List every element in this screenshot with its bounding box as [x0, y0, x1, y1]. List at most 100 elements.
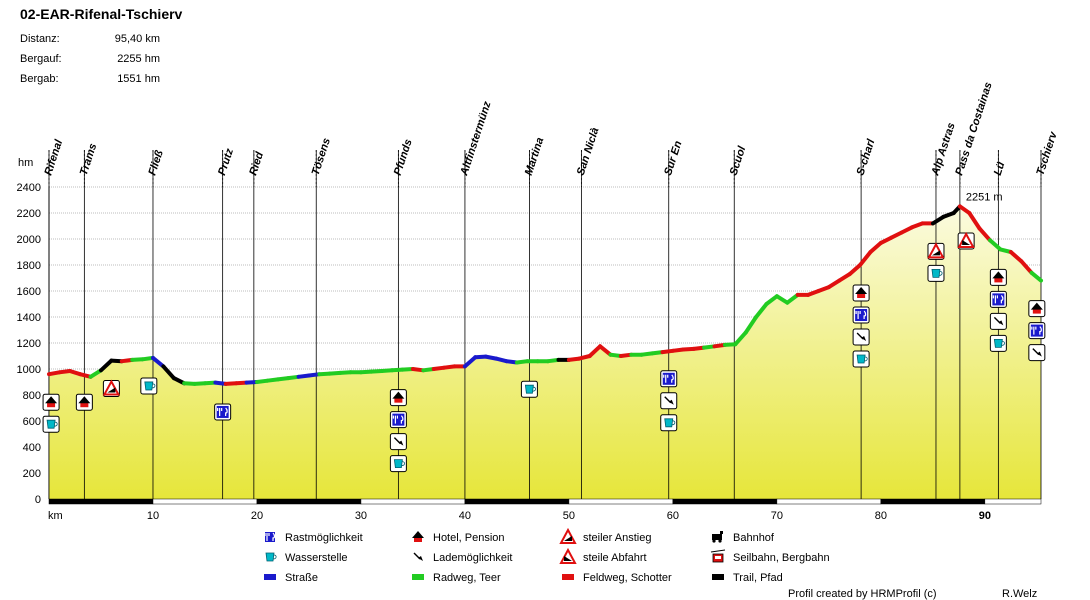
plug-head — [418, 556, 423, 561]
x-tick-label: 20 — [251, 510, 263, 522]
stat-label-bergauf: Bergauf: — [20, 53, 62, 65]
profile-segment — [837, 272, 852, 283]
stat-value-bergab: 1551 hm — [117, 73, 160, 85]
profile-segment — [930, 214, 946, 226]
profile-segment — [785, 292, 800, 305]
legend-label: Seilbahn, Bergbahn — [733, 552, 830, 564]
profile-line — [47, 204, 1043, 386]
y-tick-label: 1400 — [17, 312, 41, 324]
hotel-body — [857, 293, 866, 298]
slope-shape — [564, 536, 572, 541]
hotel-roof — [992, 271, 1005, 279]
profile-segment — [967, 211, 982, 231]
cup-shape — [46, 419, 56, 429]
hotel-icon — [1030, 302, 1043, 314]
x-tick-label: 90 — [979, 510, 991, 522]
profile-segment — [764, 294, 779, 306]
profile-segment — [988, 238, 1003, 252]
x-tick-label: 80 — [875, 510, 887, 522]
stat-value-distanz: 95,40 km — [115, 33, 160, 45]
cup-shape — [265, 552, 275, 562]
legend-label: Trail, Pfad — [733, 572, 783, 584]
chart-title: 02-EAR-Rifenal-Tschierv — [20, 6, 183, 22]
cutlery-shape — [392, 415, 404, 424]
place-label: Pfunds — [392, 138, 415, 177]
legend: Rastmöglichkeit Hotel, Pension steiler Ans… — [264, 527, 830, 584]
cup-handle — [54, 421, 58, 427]
legend-label: Wasserstelle — [285, 552, 348, 564]
train-wheel — [712, 539, 716, 543]
cup-handle — [272, 554, 277, 560]
cup-shape — [931, 268, 941, 278]
cup-handle — [938, 270, 943, 276]
wasser-icon — [46, 419, 58, 429]
x-band-segment — [984, 498, 1042, 505]
hotel-body — [994, 277, 1003, 283]
place-label: Scuol — [728, 144, 749, 177]
x-tick-label: 30 — [355, 510, 367, 522]
lade-icon — [856, 332, 867, 341]
steil-ab-icon — [957, 231, 975, 248]
x-tick-labels: 10 20 30 40 50 60 70 80 90 — [147, 510, 991, 522]
stats-block: Distanz: 95,40 km Bergauf: 2255 hm Berga… — [20, 33, 160, 85]
y-tick-label: 1200 — [17, 338, 41, 350]
hotel-body — [80, 402, 89, 408]
profile-segment — [826, 278, 842, 290]
hotel-icon — [45, 396, 58, 408]
steil-an-icon — [559, 527, 577, 544]
footer-credit: Profil created by HRMProfil (c) — [788, 588, 937, 600]
x-band-segment — [152, 498, 258, 505]
y-tick-label: 0 — [35, 494, 41, 506]
place-label: Martina — [523, 136, 547, 177]
x-band-segment — [880, 498, 986, 505]
profile-segment — [868, 240, 883, 254]
profile-segment — [733, 330, 748, 347]
legend-label: Hotel, Pension — [433, 532, 505, 544]
cutlery-shape — [992, 294, 1004, 304]
y-tick-label: 2400 — [17, 182, 41, 194]
cup-shape — [664, 418, 674, 428]
radweg-icon — [412, 574, 424, 580]
place-label: Alp Astras — [929, 121, 958, 178]
strasse-icon — [264, 574, 276, 580]
slope-shape — [962, 240, 971, 245]
wasser-icon — [931, 268, 943, 278]
cup-handle — [671, 420, 676, 426]
y-tick-label: 600 — [23, 416, 41, 428]
cup-shape — [144, 381, 154, 391]
profile-segment — [462, 355, 478, 369]
cabin-window — [715, 556, 721, 559]
cup-shape — [856, 354, 866, 364]
hotel-roof — [45, 396, 58, 404]
profile-segment — [743, 315, 759, 335]
profile-area — [49, 206, 1041, 499]
cutlery-shape — [1031, 326, 1042, 335]
profile-segment — [99, 358, 114, 373]
cable-line — [710, 549, 726, 553]
cup-shape — [524, 384, 534, 394]
rast-icon — [662, 372, 675, 385]
hotel-icon — [992, 271, 1005, 283]
y-tick-label: 1000 — [17, 364, 41, 376]
place-label: S-charl — [855, 137, 878, 177]
lade-icon — [393, 437, 404, 446]
hotel-icon — [392, 391, 405, 403]
lade-icon — [1032, 348, 1042, 357]
x-band-segment — [464, 498, 570, 505]
x-tick-label: 60 — [667, 510, 679, 522]
x-band-segment — [256, 498, 362, 505]
cup-handle — [1001, 340, 1005, 346]
profile-segment — [754, 302, 769, 319]
max-elevation-label: 2251 m — [966, 191, 1003, 203]
rast-icon — [216, 405, 229, 418]
footer-author: R.Welz — [1002, 588, 1037, 600]
hotel-icon — [78, 396, 91, 408]
profile-segment — [151, 355, 166, 369]
wasser-icon — [393, 459, 405, 469]
bahnhof-icon — [712, 531, 723, 543]
x-tick-label: 10 — [147, 510, 159, 522]
steil-an-icon — [102, 379, 121, 396]
wasser-icon — [524, 384, 536, 394]
poi-markers — [42, 231, 1046, 473]
